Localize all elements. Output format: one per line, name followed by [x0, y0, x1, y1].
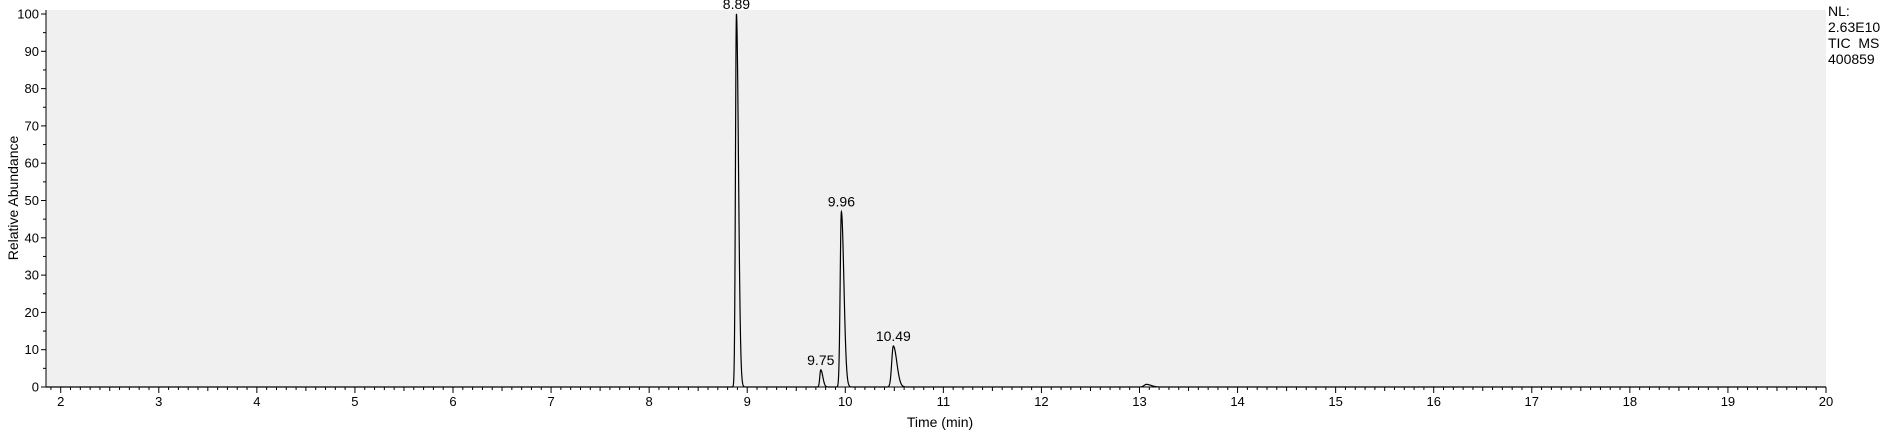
y-tick-label-9: 90	[25, 44, 39, 59]
x-tick-label-18: 20	[1819, 394, 1833, 409]
y-tick-label-4: 40	[25, 230, 39, 245]
x-tick-label-5: 7	[547, 394, 554, 409]
nl-label: NL:	[1828, 3, 1850, 19]
y-tick-label-10: 100	[17, 7, 39, 22]
nl-value: 2.63E10	[1828, 19, 1880, 35]
x-tick-label-8: 10	[838, 394, 852, 409]
x-tick-label-3: 5	[351, 394, 358, 409]
x-ticks: 2 3 4 5 6 7 8 9 10 11 12 13 14 15 16 17 18 19 20	[50, 387, 1833, 409]
y-ticks: 0 10 20 30 40 50 60 70 80 90 100	[17, 7, 46, 395]
x-tick-label-9: 11	[937, 394, 951, 409]
x-tick-label-2: 4	[253, 394, 260, 409]
peak-label-1: 9.75	[807, 352, 834, 368]
x-tick-label-6: 8	[646, 394, 653, 409]
x-tick-label-4: 6	[449, 394, 456, 409]
x-tick-label-15: 17	[1525, 394, 1539, 409]
x-tick-label-1: 3	[155, 394, 162, 409]
tic-trace	[46, 13, 1826, 388]
x-tick-label-16: 18	[1623, 394, 1637, 409]
y-axis-label: Relative Abundance	[5, 136, 21, 261]
y-tick-label-8: 80	[25, 81, 39, 96]
y-tick-label-2: 20	[25, 305, 39, 320]
y-tick-label-5: 50	[25, 193, 39, 208]
x-tick-label-11: 13	[1132, 394, 1146, 409]
x-tick-label-14: 16	[1426, 394, 1440, 409]
y-tick-label-6: 60	[25, 156, 39, 171]
peak-label-2: 9.96	[828, 194, 855, 210]
x-tick-label-10: 12	[1034, 394, 1048, 409]
x-tick-label-17: 19	[1721, 394, 1735, 409]
normalization-info: NL: 2.63E10 TIC MS 400859	[1828, 3, 1880, 67]
y-tick-label-1: 10	[25, 342, 39, 357]
x-tick-label-12: 14	[1230, 394, 1244, 409]
x-tick-label-13: 15	[1328, 394, 1342, 409]
peak-labels: 8.89 9.75 9.96 10.49	[723, 0, 911, 368]
plot-area	[46, 10, 1826, 387]
y-tick-label-3: 30	[25, 268, 39, 283]
peak-label-0: 8.89	[723, 0, 750, 12]
sample-id: 400859	[1828, 51, 1875, 67]
x-tick-label-0: 2	[57, 394, 64, 409]
x-axis-label: Time (min)	[907, 414, 973, 430]
peak-label-3: 10.49	[876, 328, 911, 344]
scan-filter: TIC MS	[1828, 35, 1879, 51]
y-tick-label-0: 0	[32, 380, 39, 395]
y-tick-label-7: 70	[25, 118, 39, 133]
x-tick-label-7: 9	[744, 394, 751, 409]
